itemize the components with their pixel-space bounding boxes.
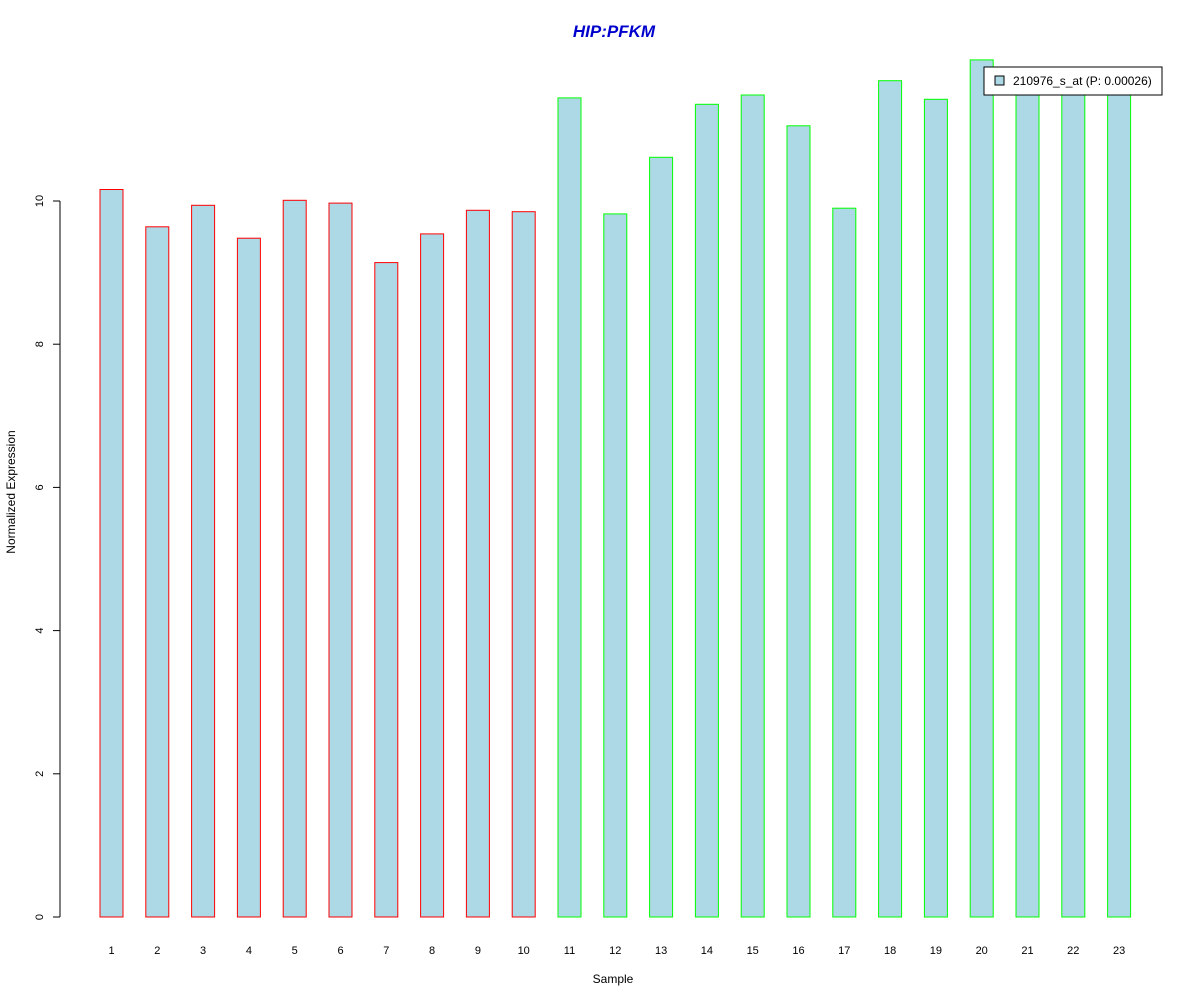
x-tick-label: 2 — [154, 945, 160, 957]
bar-sample-17 — [832, 207, 857, 918]
x-tick-label: 4 — [246, 945, 252, 957]
bars — [99, 59, 1132, 918]
y-axis-label: Normalized Expression — [4, 430, 18, 553]
bar-sample-15 — [740, 94, 765, 918]
bar-sample-5 — [282, 199, 307, 918]
x-axis-label: Sample — [593, 972, 634, 986]
bar-sample-10 — [511, 211, 536, 918]
x-tick-label: 5 — [292, 945, 298, 957]
bar-sample-14 — [694, 103, 719, 918]
x-tick-labels: 1 2 3 4 5 6 7 8 9 10 11 12 13 14 15 16 17 18 19 20 21 22 23 — [108, 945, 1125, 957]
y-axis: 0 2 4 6 8 10 — [34, 195, 61, 920]
x-tick-label: 22 — [1067, 945, 1079, 957]
x-tick-label: 19 — [930, 945, 942, 957]
bar-sample-6 — [328, 202, 353, 918]
bar-sample-19 — [923, 98, 948, 918]
bar-sample-18 — [878, 80, 903, 918]
bar-sample-20 — [969, 59, 994, 918]
x-tick-label: 20 — [976, 945, 988, 957]
x-tick-label: 13 — [655, 945, 667, 957]
x-tick-label: 21 — [1021, 945, 1033, 957]
bar-sample-21 — [1015, 89, 1040, 918]
x-tick-label: 11 — [564, 945, 575, 957]
bar-sample-3 — [191, 204, 216, 918]
x-tick-label: 10 — [518, 945, 530, 957]
bar-sample-8 — [420, 233, 445, 918]
bar-sample-12 — [603, 213, 628, 918]
x-tick-label: 9 — [475, 945, 481, 957]
bar-sample-7 — [374, 262, 399, 918]
x-tick-label: 3 — [200, 945, 206, 957]
legend-label: 210976_s_at (P: 0.00026) — [1013, 74, 1152, 88]
bar-sample-22 — [1061, 89, 1086, 918]
y-tick-label: 4 — [34, 628, 46, 634]
legend: 210976_s_at (P: 0.00026) — [983, 66, 1163, 96]
x-tick-label: 18 — [884, 945, 896, 957]
y-tick-label: 0 — [34, 914, 46, 920]
y-tick-label: 10 — [34, 195, 46, 207]
chart-title: HIP:PFKM — [573, 22, 656, 41]
bar-sample-1 — [99, 189, 124, 918]
x-tick-label: 7 — [383, 945, 389, 957]
x-tick-label: 15 — [747, 945, 759, 957]
bar-sample-11 — [557, 97, 582, 918]
x-tick-label: 23 — [1113, 945, 1125, 957]
x-tick-label: 1 — [108, 945, 114, 957]
x-tick-label: 12 — [609, 945, 621, 957]
bar-sample-4 — [236, 237, 261, 918]
x-tick-label: 8 — [429, 945, 435, 957]
bar-sample-9 — [465, 209, 490, 918]
bar-sample-16 — [786, 125, 811, 918]
y-tick-label: 8 — [34, 341, 46, 347]
bar-sample-13 — [649, 156, 674, 918]
bar-sample-23 — [1107, 89, 1132, 918]
x-tick-label: 16 — [792, 945, 804, 957]
legend-box — [983, 66, 1163, 96]
x-tick-label: 14 — [701, 945, 713, 957]
legend-swatch — [994, 75, 1005, 86]
bar-sample-2 — [145, 226, 170, 918]
x-tick-label: 17 — [838, 945, 850, 957]
x-tick-label: 6 — [337, 945, 343, 957]
y-tick-label: 6 — [34, 484, 46, 490]
y-tick-label: 2 — [34, 771, 46, 777]
